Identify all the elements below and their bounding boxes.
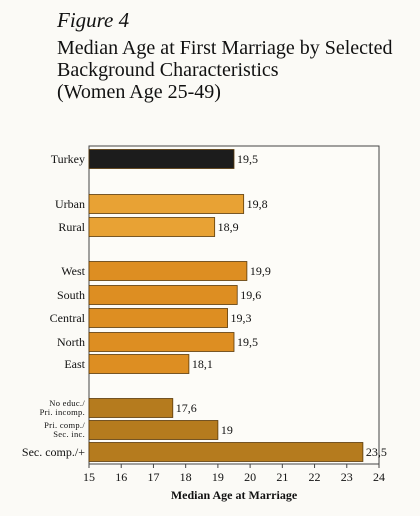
x-tick-label-22: 22 [309, 470, 321, 484]
bar-north [88, 332, 235, 352]
x-tick-label-16: 16 [115, 470, 127, 484]
category-label-west: West [61, 264, 85, 278]
x-axis-label: Median Age at Marriage [171, 488, 298, 502]
value-label-no-educ-pri-incomp: 17,6 [176, 401, 197, 415]
title-line-3: (Women Age 25-49) [57, 81, 221, 103]
title-line-1: Median Age at First Marriage by Selected [57, 37, 393, 59]
x-tick-label-18: 18 [180, 470, 192, 484]
value-label-west: 19,9 [250, 264, 271, 278]
category-label-north: North [57, 335, 85, 349]
category-label-pri-comp-sec-inc: Pri. comp./Sec. inc. [44, 420, 85, 439]
x-tick-label-23: 23 [341, 470, 353, 484]
category-label-urban: Urban [55, 197, 85, 211]
x-tick-label-20: 20 [244, 470, 256, 484]
chart-title: Median Age at First Marriage by Selected… [57, 37, 417, 103]
value-label-sec-comp: 23,5 [366, 445, 387, 459]
x-tick-label-19: 19 [212, 470, 224, 484]
bar-rural [88, 217, 216, 237]
bar-pri-comp-sec-inc [88, 420, 219, 440]
value-label-pri-comp-sec-inc: 19 [221, 423, 233, 437]
category-label-no-educ-pri-incomp: No educ./Pri. incomp. [40, 398, 86, 417]
bar-urban [88, 194, 245, 214]
value-label-north: 19,5 [237, 335, 258, 349]
value-label-central: 19,3 [231, 311, 252, 325]
value-label-south: 19,6 [240, 288, 261, 302]
bar-turkey [88, 149, 235, 169]
category-label-east: East [64, 357, 85, 371]
value-label-urban: 19,8 [247, 197, 268, 211]
figure-label: Figure 4 [57, 8, 130, 32]
category-label-turkey: Turkey [51, 152, 85, 166]
value-label-rural: 18,9 [218, 220, 239, 234]
category-label-central: Central [50, 311, 86, 325]
x-tick-label-24: 24 [373, 470, 385, 484]
value-label-east: 18,1 [192, 357, 213, 371]
title-line-2: Background Characteristics [57, 59, 279, 81]
bar-south [88, 285, 238, 305]
bar-central [88, 308, 228, 328]
category-label-south: South [57, 288, 85, 302]
x-axis: 15 16 17 18 19 20 21 22 23 24 [83, 464, 385, 484]
bar-east [88, 354, 190, 374]
value-label-turkey: 19,5 [237, 152, 258, 166]
x-tick-label-17: 17 [147, 470, 159, 484]
category-label-rural: Rural [58, 220, 85, 234]
x-tick-label-15: 15 [83, 470, 95, 484]
category-label-sec-comp: Sec. comp./+ [22, 445, 85, 459]
bar-no-educ-pri-incomp [88, 398, 174, 418]
bar-sec-comp [88, 442, 364, 462]
x-tick-label-21: 21 [276, 470, 288, 484]
bars-layer: Turkey 19,5 Urban 19,8 Rural 18,9 West 19,9 Sout… [22, 149, 387, 462]
bar-west [88, 261, 248, 281]
